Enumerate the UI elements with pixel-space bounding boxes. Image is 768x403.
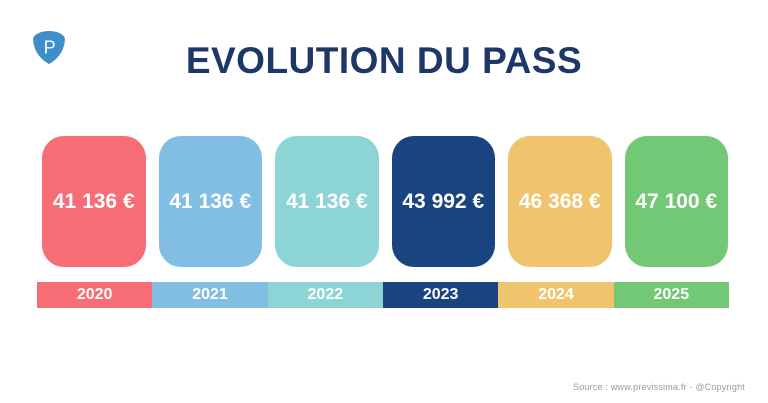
year-segment-2024: 2024 xyxy=(498,282,614,308)
value-label-2025: 47 100 € xyxy=(635,189,718,213)
value-cards: 41 136 € 41 136 € 41 136 € 43 992 € 46 3… xyxy=(42,136,728,267)
value-label-2023: 43 992 € xyxy=(402,189,485,213)
value-card-2021: 41 136 € xyxy=(158,136,262,267)
value-label-2024: 46 368 € xyxy=(518,189,601,213)
value-label-2020: 41 136 € xyxy=(52,189,135,213)
value-card-2024: 46 368 € xyxy=(508,136,612,267)
year-segment-2025: 2025 xyxy=(613,282,729,308)
value-card-2020: 41 136 € xyxy=(42,136,146,267)
source-credit: Source : www.previssima.fr - @Copyright xyxy=(573,382,745,392)
year-segment-2021: 2021 xyxy=(152,282,268,308)
value-label-2022: 41 136 € xyxy=(285,189,368,213)
year-axis: 2020 2021 2022 2023 2024 2025 xyxy=(37,282,729,308)
previssima-logo-icon: P xyxy=(33,31,65,64)
logo-letter: P xyxy=(44,37,56,57)
year-segment-2022: 2022 xyxy=(267,282,383,308)
year-segment-2020: 2020 xyxy=(37,282,153,308)
value-label-2021: 41 136 € xyxy=(169,189,252,213)
value-card-2023: 43 992 € xyxy=(391,136,495,267)
value-card-2025: 47 100 € xyxy=(624,136,728,267)
logo-shield-shape xyxy=(33,31,65,64)
value-card-2022: 41 136 € xyxy=(275,136,379,267)
page-title: EVOLUTION DU PASS xyxy=(185,40,583,81)
year-segment-2023: 2023 xyxy=(382,282,499,308)
